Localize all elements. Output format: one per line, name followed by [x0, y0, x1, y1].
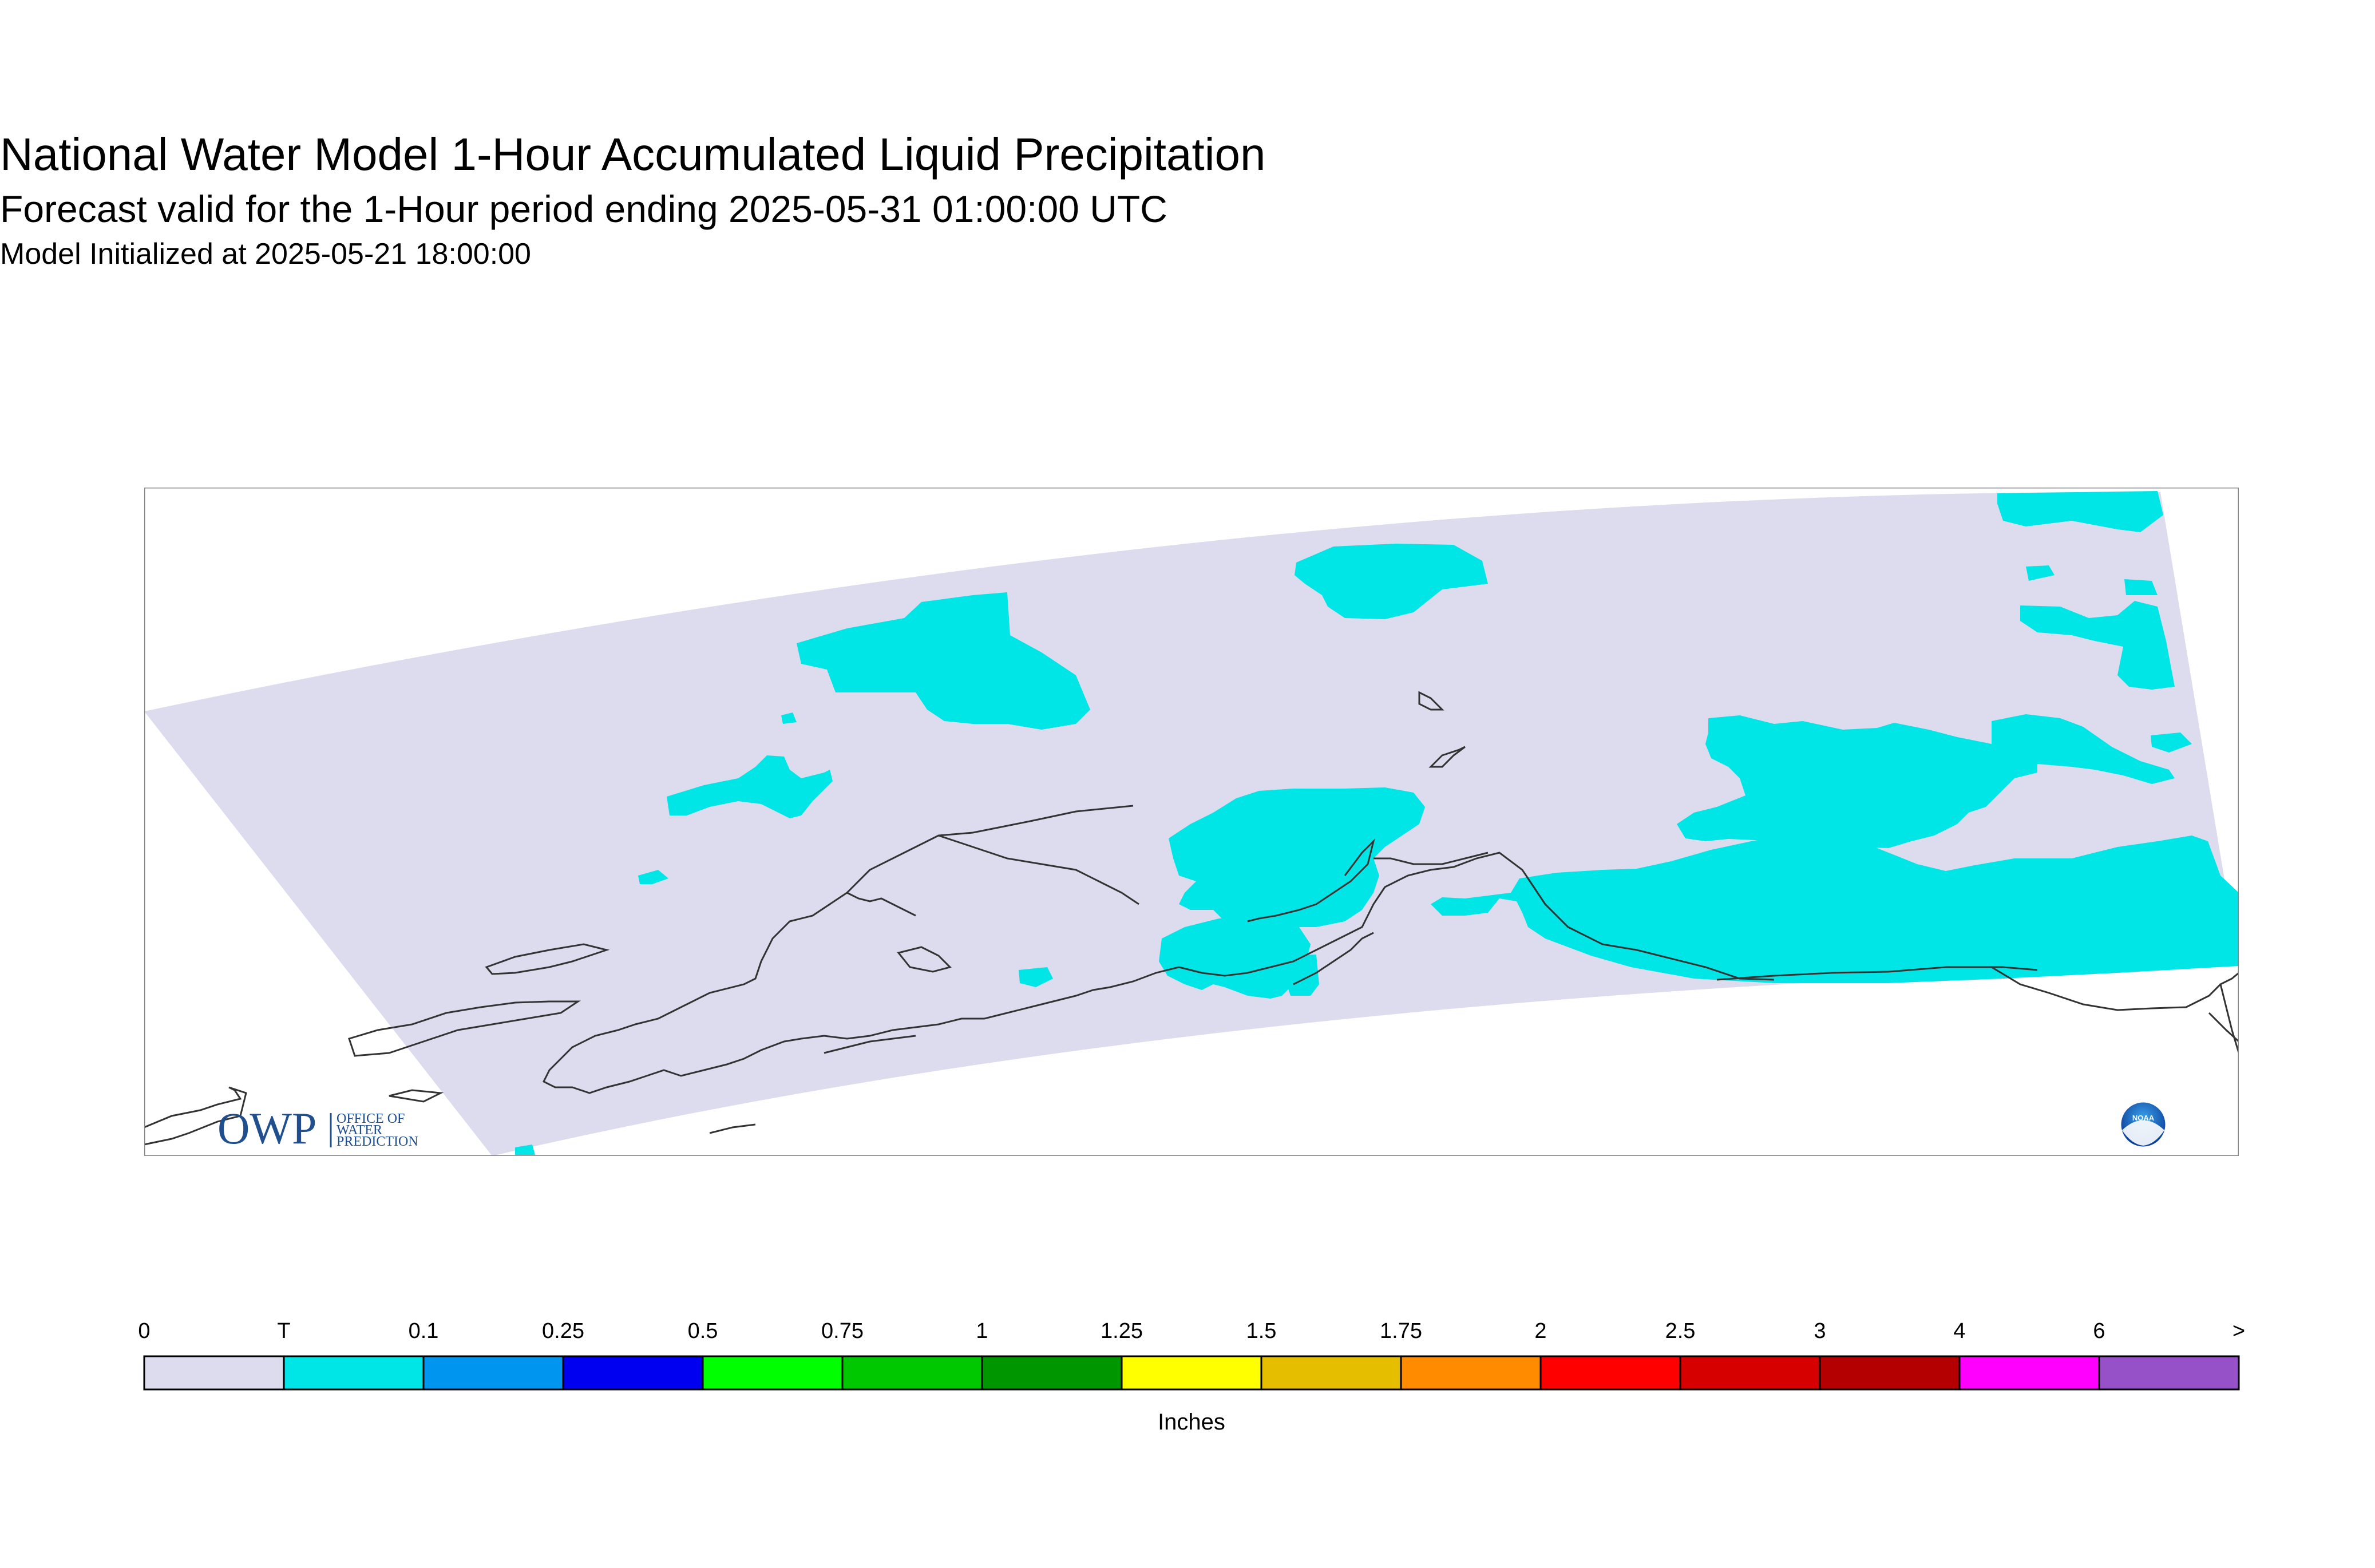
coastlines [144, 691, 2239, 1146]
precip-region-gulf-alaska [1431, 834, 2239, 983]
colorbar-bin [702, 1355, 844, 1391]
colorbar-tick-label: 0.25 [542, 1319, 584, 1343]
coastline-cook-inlet [1247, 838, 1375, 922]
owp-logo-line2: WATER [337, 1123, 382, 1138]
coastline-aleutian-2 [709, 1123, 756, 1134]
colorbar-unit-label: Inches [1158, 1409, 1225, 1435]
colorbar-bin [1679, 1355, 1821, 1391]
precip-region-ne-band [1992, 714, 2175, 784]
trace-precip-regions [515, 491, 2239, 1155]
colorbar-tick-label: > [2232, 1319, 2245, 1343]
colorbar-tick-label: T [277, 1319, 290, 1343]
precip-region-bering-north [797, 592, 1090, 730]
noaa-logo: NOAA [2119, 1100, 2167, 1149]
coastline-yukon [846, 892, 916, 917]
colorbar-bin [1958, 1355, 2100, 1391]
colorbar-bin [422, 1355, 564, 1391]
precip-region-ne-patch3 [2020, 601, 2175, 690]
noaa-logo-text: NOAA [2132, 1114, 2155, 1122]
precip-region-west-small [667, 755, 833, 818]
island-st-lawrence [389, 1089, 444, 1103]
colorbar-tick-labels: 0 T 0.1 0.25 0.5 0.75 1 1.25 1.5 1.75 2 2.5 3 4 6 > [138, 1319, 2245, 1343]
colorbar-tick-label: 0 [138, 1319, 150, 1343]
precip-region-interior [1677, 715, 2037, 848]
precip-region-bristol-bay [1169, 787, 1425, 927]
colorbar-bin [562, 1355, 704, 1391]
colorbar-tick-label: 2 [1534, 1319, 1546, 1343]
colorbar-tick-label: 1.5 [1246, 1319, 1277, 1343]
colorbar-tick-label: 6 [2093, 1319, 2105, 1343]
colorbar-bin [1260, 1355, 1402, 1391]
border-canada-alaska [1716, 966, 2038, 981]
precip-region-ne-patch1 [2026, 565, 2055, 581]
precip-region-alaska-peninsula [1159, 916, 1311, 999]
colorbar-tick-label: 0.75 [821, 1319, 864, 1343]
colorbar-bin [2098, 1355, 2240, 1391]
precip-region-small-isle [638, 870, 668, 884]
coastline-east [1991, 966, 2239, 1011]
precip-region-peninsula-tip [1285, 955, 1319, 996]
model-init-subtitle: Model Initialized at 2025-05-21 18:00:00 [0, 237, 531, 271]
precip-region-aleutian-dot [1019, 967, 1053, 987]
coastline-alaska-west [542, 805, 1179, 1094]
coastline-sw-corner [144, 1086, 247, 1146]
island-west-1 [485, 943, 610, 975]
coastline-ne-inland [2219, 984, 2239, 1054]
colorbar-bin [143, 1355, 285, 1391]
precip-region-norton-sound [1295, 544, 1488, 619]
island-nunivak [897, 946, 952, 973]
owp-logo: OWP OFFICE OF WATER PREDICTION [217, 1103, 418, 1153]
colorbar-bin [981, 1355, 1123, 1391]
colorbar-tick-label: 3 [1814, 1319, 1826, 1343]
owp-logo-line3: PREDICTION [337, 1134, 418, 1149]
precip-region-west-tiny [781, 712, 797, 724]
colorbar-tick-label: 1 [976, 1319, 988, 1343]
colorbar-bins [143, 1355, 2240, 1391]
precip-region-ne-dot [2151, 732, 2192, 753]
colorbar-tick-label: 4 [1953, 1319, 1965, 1343]
colorbar-bin [841, 1355, 983, 1391]
coastline-kenai [1373, 852, 1489, 865]
precip-region-ne-patch2 [2124, 579, 2158, 595]
coastline-kotzebue [1428, 746, 1466, 768]
colorbar-bin [283, 1355, 425, 1391]
map-title: National Water Model 1-Hour Accumulated … [0, 129, 1266, 180]
colorbar-bin [1400, 1355, 1542, 1391]
coastline-inland-ne [1418, 691, 1444, 711]
forecast-valid-subtitle: Forecast valid for the 1-Hour period end… [0, 188, 1167, 230]
coastline-alaska-south [1178, 852, 1775, 981]
coastline-norton [938, 834, 1139, 905]
colorbar-tick-label: 0.5 [688, 1319, 718, 1343]
owp-logo-mark: OWP [217, 1103, 316, 1153]
precip-region-sw-tiny [515, 1145, 535, 1155]
coastline-aleutian-1 [824, 1035, 916, 1054]
colorbar-bin [1819, 1355, 1961, 1391]
coastline-kodiak [1293, 932, 1374, 985]
colorbar-bin [1121, 1355, 1262, 1391]
colorbar-bin [1539, 1355, 1681, 1391]
colorbar-tick-label: 1.75 [1380, 1319, 1422, 1343]
colorbar-tick-label: 0.1 [409, 1319, 439, 1343]
island-west-2 [348, 1000, 581, 1057]
precip-region-north-slope [1997, 491, 2163, 532]
colorbar-tick-label: 2.5 [1665, 1319, 1696, 1343]
colorbar-tick-label: 1.25 [1101, 1319, 1143, 1343]
owp-logo-line1: OFFICE OF [337, 1111, 405, 1126]
